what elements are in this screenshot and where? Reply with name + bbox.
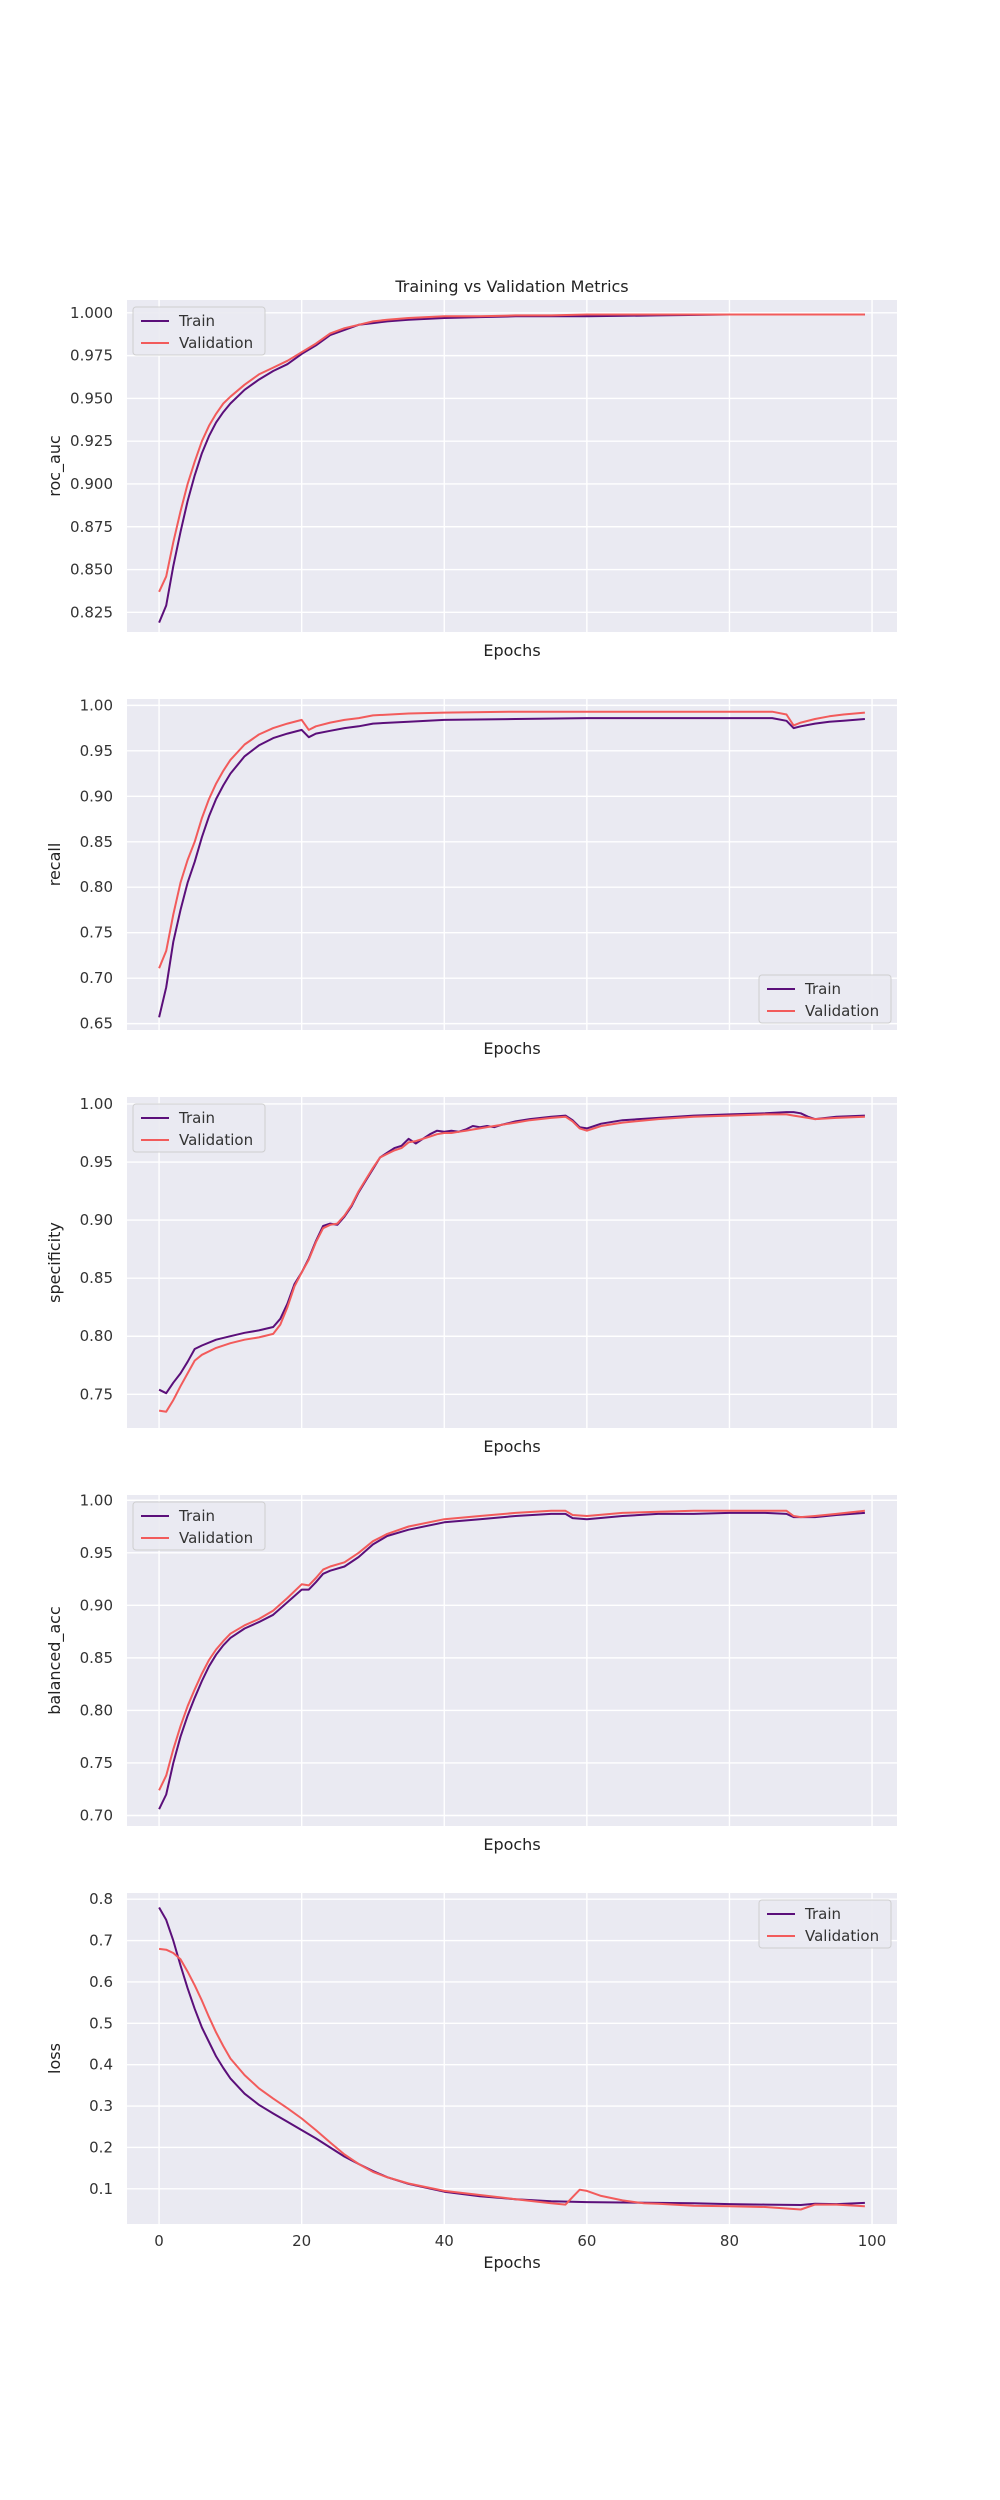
y-tick-label: 1.000 [70, 304, 113, 322]
validation-line [158, 1113, 865, 1413]
y-tick-label: 0.4 [89, 2056, 113, 2074]
chart-panel-recall: 0.65 0.70 0.75 0.80 0.85 0.90 0.95 1.00 Epochs re… [45, 696, 897, 1058]
y-axis-label: loss [45, 2043, 64, 2074]
y-tick-label: 0.85 [80, 833, 113, 851]
chart-panel-balanced-acc: 0.70 0.75 0.80 0.85 0.90 0.95 1.00 Epochs balanc… [45, 1491, 897, 1854]
chart-panel-loss: 0 20 40 60 80 100 0.1 0.2 0.3 0.4 0.5 0.6 0.7 0.8 Epoc… [45, 1890, 897, 2272]
x-tick-label: 80 [720, 2232, 739, 2250]
train-legend-label: Train [178, 1507, 215, 1525]
y-tick-label: 0.90 [80, 1596, 113, 1614]
y-tick-label: 0.95 [80, 1544, 113, 1562]
x-axis-label: Epochs [483, 2253, 540, 2272]
x-tick-label: 60 [577, 2232, 596, 2250]
legend: Train Validation [132, 1501, 266, 1551]
y-tick-label: 0.90 [80, 1211, 113, 1229]
x-axis-label: Epochs [483, 1835, 540, 1854]
x-tick-label: 100 [858, 2232, 887, 2250]
validation-legend-label: Validation [179, 1131, 253, 1149]
validation-line [158, 1947, 865, 2211]
y-tick-label: 1.00 [80, 1095, 113, 1113]
chart-panel-roc-auc: 0.825 0.850 0.875 0.900 0.925 0.950 0.975 1.000… [45, 300, 897, 660]
validation-legend-label: Validation [179, 1529, 253, 1547]
validation-line [158, 313, 865, 593]
train-legend-label: Train [178, 312, 215, 330]
y-axis-label: recall [45, 843, 64, 887]
validation-line [158, 1509, 866, 1791]
y-tick-label: 1.00 [80, 1491, 113, 1509]
y-tick-label: 0.6 [89, 1973, 113, 1991]
validation-legend-label: Validation [805, 1927, 879, 1945]
legend: Train Validation [132, 1103, 266, 1153]
y-tick-label: 0.975 [70, 347, 113, 365]
x-tick-label: 0 [154, 2232, 164, 2250]
y-tick-label: 0.85 [80, 1269, 113, 1287]
y-tick-label: 0.950 [70, 389, 113, 407]
train-line [158, 717, 865, 1018]
y-tick-label: 0.75 [80, 1754, 113, 1772]
y-tick-label: 0.7 [89, 1932, 113, 1950]
y-axis-label: specificity [45, 1222, 64, 1303]
train-legend-label: Train [178, 1109, 215, 1127]
y-tick-label: 0.875 [70, 518, 113, 536]
y-tick-label: 0.80 [80, 878, 113, 896]
y-axis-label: balanced_acc [45, 1606, 65, 1715]
y-tick-label: 0.95 [80, 1153, 113, 1171]
y-tick-label: 0.8 [89, 1890, 113, 1908]
x-axis-label: Epochs [483, 1437, 540, 1456]
y-tick-label: 0.85 [80, 1649, 113, 1667]
y-tick-label: 0.5 [89, 2014, 113, 2032]
validation-line [158, 710, 865, 969]
x-axis-label: Epochs [483, 641, 540, 660]
y-tick-label: 0.75 [80, 924, 113, 942]
chart-panel-specificity: 0.75 0.80 0.85 0.90 0.95 1.00 Epochs specificit… [45, 1095, 897, 1456]
y-tick-label: 0.2 [89, 2138, 113, 2156]
y-tick-label: 0.900 [70, 475, 113, 493]
y-tick-label: 0.70 [80, 969, 113, 987]
legend: Train Validation [758, 974, 892, 1024]
y-tick-label: 0.3 [89, 2097, 113, 2115]
x-tick-label: 40 [435, 2232, 454, 2250]
x-axis-label: Epochs [483, 1039, 540, 1058]
figure-title: Training vs Validation Metrics [394, 277, 628, 296]
validation-legend-label: Validation [179, 334, 253, 352]
legend: Train Validation [758, 1899, 892, 1949]
y-tick-label: 0.825 [70, 603, 113, 621]
y-tick-label: 0.75 [80, 1385, 113, 1403]
y-tick-label: 0.90 [80, 787, 113, 805]
y-tick-label: 0.65 [80, 1015, 113, 1033]
x-tick-label: 20 [292, 2232, 311, 2250]
y-tick-label: 0.1 [89, 2180, 113, 2198]
train-legend-label: Train [804, 1905, 841, 1923]
y-tick-label: 0.925 [70, 432, 113, 450]
y-tick-label: 0.95 [80, 742, 113, 760]
legend: Train Validation [132, 306, 266, 356]
train-line [158, 1111, 865, 1395]
y-axis-label: roc_auc [45, 435, 65, 497]
y-tick-label: 0.80 [80, 1701, 113, 1719]
validation-legend-label: Validation [805, 1002, 879, 1020]
y-tick-label: 1.00 [80, 696, 113, 714]
train-legend-label: Train [804, 980, 841, 998]
train-line [158, 1511, 865, 1810]
train-line [158, 1907, 865, 2206]
y-tick-label: 0.80 [80, 1327, 113, 1345]
y-tick-label: 0.70 [80, 1806, 113, 1824]
y-tick-label: 0.850 [70, 561, 113, 579]
